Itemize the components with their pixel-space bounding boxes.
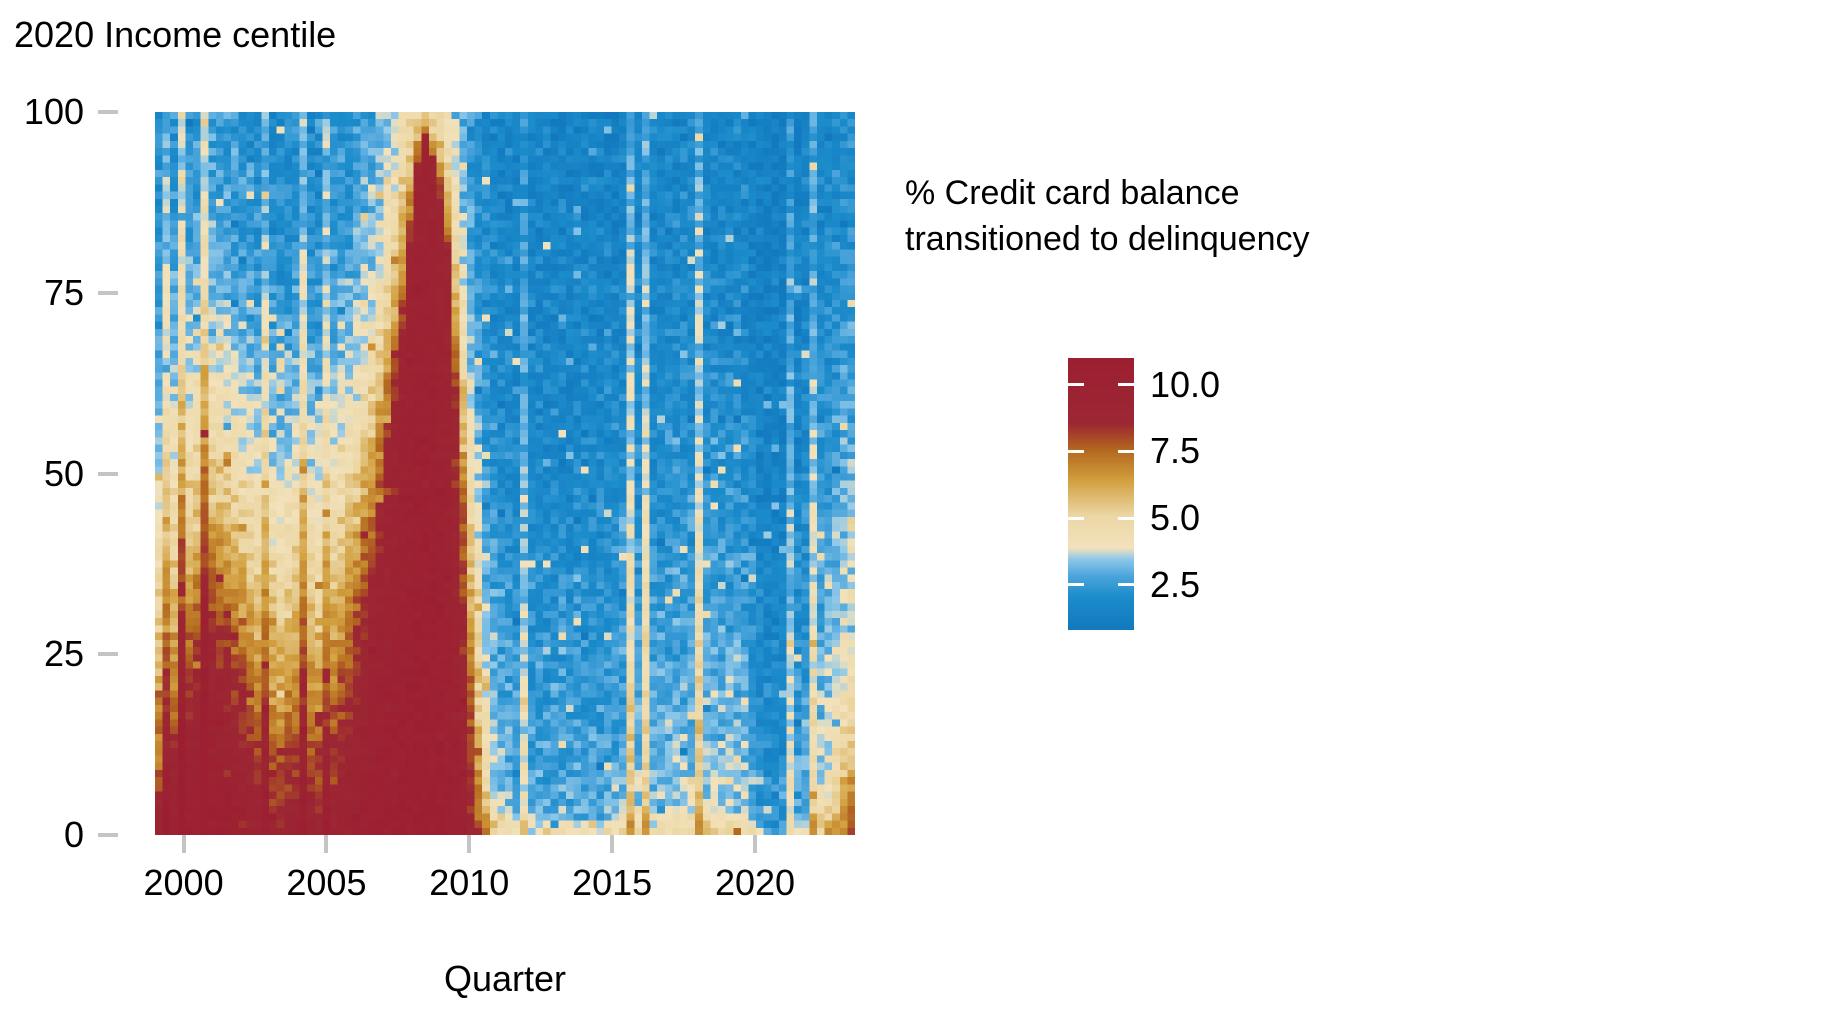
x-tick-label: 2000 <box>143 862 224 903</box>
colorbar-tick-label: 2.5 <box>1150 563 1201 605</box>
y-tick-mark <box>98 652 118 657</box>
y-tick-mark <box>98 471 118 476</box>
y-tick-label: 100 <box>23 91 84 132</box>
heatmap-plot-area <box>155 112 855 835</box>
y-tick-mark <box>98 110 118 114</box>
x-tick-label: 2015 <box>572 862 653 903</box>
legend: % Credit card balance transitioned to de… <box>905 170 1605 262</box>
legend-title: % Credit card balance transitioned to de… <box>905 174 1310 258</box>
x-tick-label: 2020 <box>714 862 796 903</box>
x-tick-mark <box>467 835 472 853</box>
colorbar-tick-label: 10.0 <box>1150 363 1221 405</box>
colorbar-tick-label: 5.0 <box>1150 497 1201 538</box>
y-tick-label: 0 <box>63 814 84 855</box>
x-tick-mark <box>324 835 329 853</box>
x-tick-label: 2010 <box>429 862 510 903</box>
legend-colorbar-group: 2.5 5.0 7.5 10.0 <box>1068 358 1468 638</box>
x-tick-mark <box>610 835 615 853</box>
y-tick-label: 75 <box>43 271 84 313</box>
y-tick-label: 50 <box>43 452 84 494</box>
y-axis-title: 2020 Income centile <box>14 14 337 55</box>
x-tick-mark <box>753 835 757 853</box>
x-axis-title: Quarter <box>443 958 567 999</box>
colorbar-gradient <box>1068 358 1134 630</box>
colorbar-tick-label: 7.5 <box>1150 430 1201 472</box>
x-tick-label: 2005 <box>286 862 367 903</box>
y-tick-mark <box>98 833 118 837</box>
y-tick-label: 25 <box>43 633 84 675</box>
x-tick-mark <box>181 835 186 853</box>
y-tick-mark <box>98 290 118 295</box>
heatmap-canvas <box>155 112 855 835</box>
colorbar-canvas <box>1068 358 1134 630</box>
